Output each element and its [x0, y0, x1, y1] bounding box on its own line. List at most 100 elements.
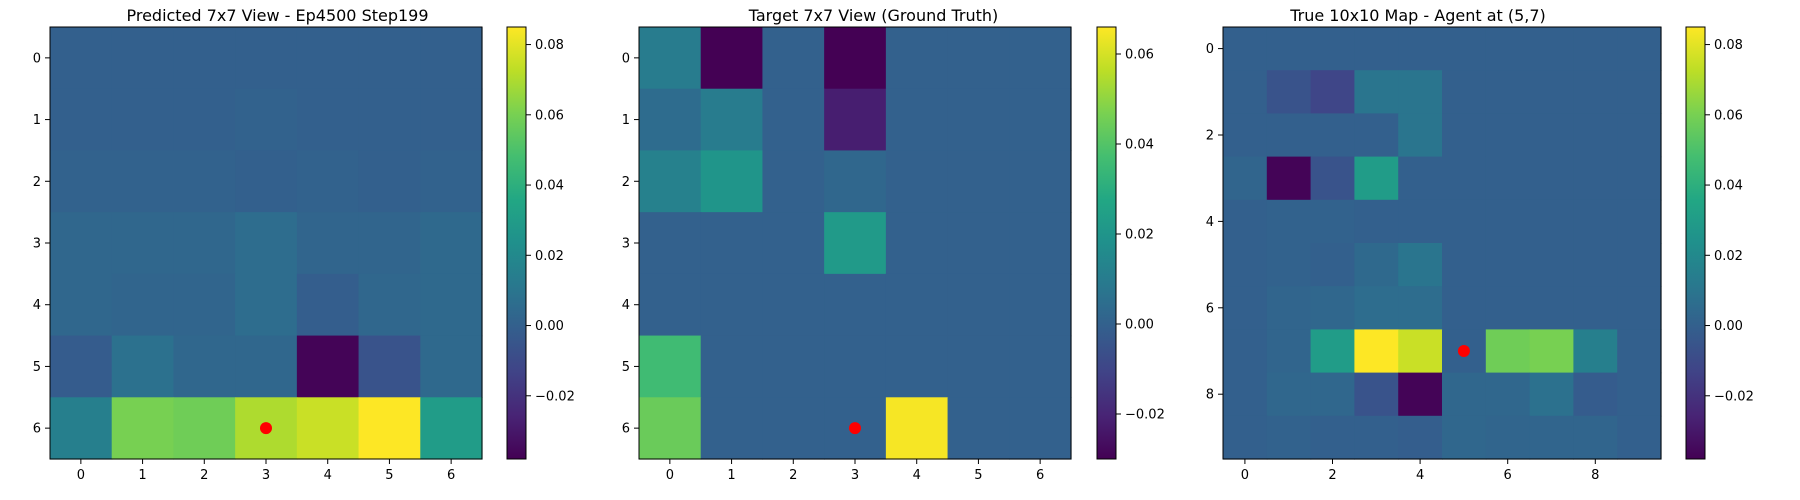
heatmap-cell-r4-c3 [824, 273, 887, 337]
colorbar-tick-label: 0.04 [535, 179, 564, 194]
heatmap-cell-r5-c2 [762, 335, 825, 398]
y-tick-label: 0 [1206, 42, 1214, 57]
heatmap-cell-r1-c2 [1310, 70, 1355, 114]
heatmap-cell-r4-c3 [235, 273, 298, 337]
heatmap-cell-r8-c0 [1223, 372, 1268, 417]
heatmap-cell-r6-c2 [762, 397, 825, 460]
heatmap-cell-r8-c3 [1354, 372, 1399, 417]
heatmap-cell-r0-c0 [50, 27, 113, 90]
heatmap-cell-r1-c3 [824, 88, 887, 152]
heatmap-cell-r2-c5 [1442, 113, 1487, 158]
heatmap-cell-r6-c3 [1354, 286, 1399, 330]
heatmap-cell-r1-c6 [1485, 70, 1531, 114]
heatmap-cell-r2-c8 [1573, 113, 1618, 158]
heatmap-cell-r1-c5 [358, 88, 421, 152]
x-tick-label: 8 [1591, 468, 1599, 483]
heatmap-cell-r6-c6 [420, 397, 483, 460]
y-tick-label: 1 [622, 113, 630, 128]
y-tick-label: 3 [622, 237, 630, 252]
panel-predicted-view: Predicted 7x7 View - Ep4500 Step199 0 1 2 3… [33, 6, 575, 483]
x-tick-label: 3 [262, 468, 270, 483]
heatmap-cell-r4-c8 [1573, 199, 1618, 244]
heatmap-cell-r5-c2 [173, 335, 236, 398]
heatmap-cell-r2-c2 [762, 150, 825, 213]
x-tick-label: 0 [1241, 468, 1249, 483]
heatmap-cell-r7-c9 [1617, 329, 1662, 374]
heatmap-cell-r4-c5 [947, 273, 1010, 337]
heatmap-cell-r0-c3 [1354, 27, 1399, 71]
heatmap-cell-r5-c5 [1442, 243, 1487, 287]
heatmap-cell-r2-c1 [111, 150, 175, 213]
heatmap-cell-r0-c0 [639, 27, 702, 90]
y-tick-label: 0 [33, 51, 41, 66]
heatmap-cell-r2-c3 [824, 150, 887, 213]
colorbar-tick-label: −0.02 [535, 389, 575, 404]
heatmap-cell-r2-c4 [885, 150, 949, 213]
heatmap-cell-r6-c1 [111, 397, 175, 460]
colorbar-tick-label: 0.02 [1714, 249, 1743, 264]
heatmap-cell-r5-c2 [1310, 243, 1355, 287]
heatmap-cell-r5-c6 [420, 335, 483, 398]
heatmap-cell-r2-c6 [1485, 113, 1531, 158]
heatmap-cell-r4-c7 [1529, 199, 1574, 244]
heatmap-cell-r9-c6 [1485, 415, 1531, 460]
heatmap-cell-r4-c4 [296, 273, 360, 337]
heatmap-cell-r7-c1 [1266, 329, 1312, 374]
heatmap-cell-r0-c5 [1442, 27, 1487, 71]
heatmap-cell-r4-c0 [639, 273, 702, 337]
heatmap-cell-r6-c9 [1617, 286, 1662, 330]
heatmap-cell-r0-c4 [885, 27, 949, 90]
colorbar-tick-label: 0.02 [535, 249, 564, 264]
heatmap-cell-r3-c3 [1354, 156, 1399, 201]
colorbar-tick-label: −0.02 [1714, 389, 1754, 404]
heatmap-cell-r5-c7 [1529, 243, 1574, 287]
heatmap-cell-r7-c2 [1310, 329, 1355, 374]
y-tick-label: 5 [33, 360, 41, 375]
y-tick-label: 2 [622, 175, 630, 190]
x-tick-label: 5 [974, 468, 982, 483]
heatmap-cell-r0-c6 [1485, 27, 1531, 71]
heatmap-cell-r4-c0 [1223, 199, 1268, 244]
heatmap-cell-r9-c3 [1354, 415, 1399, 460]
heatmap-cell-r8-c5 [1442, 372, 1487, 417]
panel-true-map: True 10x10 Map - Agent at (5,7) 0 2 4 6 8 0 2 4… [1206, 6, 1754, 483]
colorbar [1685, 26, 1706, 460]
heatmap-cell-r7-c4 [1398, 329, 1443, 374]
x-tick-label: 4 [913, 468, 921, 483]
heatmap-cell-r5-c4 [1398, 243, 1443, 287]
heatmap-cell-r5-c4 [885, 335, 949, 398]
colorbar-tick-label: 0.06 [1714, 108, 1743, 123]
y-tick-label: 4 [1206, 215, 1214, 230]
heatmap-cell-r3-c0 [50, 212, 113, 275]
heatmap-cell-r0-c4 [1398, 27, 1443, 71]
heatmap-cell-r0-c9 [1617, 27, 1662, 71]
y-tick-label: 6 [622, 422, 630, 437]
y-tick-label: 2 [1206, 129, 1214, 144]
heatmap-cell-r0-c6 [420, 27, 483, 90]
heatmap-cell-r1-c5 [1442, 70, 1487, 114]
heatmap-cell-r7-c7 [1529, 329, 1574, 374]
heatmap-cell-r0-c6 [1009, 27, 1072, 90]
heatmap-cell-r6-c2 [173, 397, 236, 460]
heatmap-cell-r0-c7 [1529, 27, 1574, 71]
heatmap-cell-r3-c0 [639, 212, 702, 275]
heatmap-cell-r3-c4 [885, 212, 949, 275]
colorbar-tick-label: −0.02 [1125, 408, 1165, 423]
colorbar-tick-label: 0.08 [1714, 38, 1743, 53]
heatmap-cell-r1-c4 [885, 88, 949, 152]
x-tick-label: 4 [324, 468, 332, 483]
heatmap-cell-r1-c3 [235, 88, 298, 152]
heatmap-cell-r6-c2 [1310, 286, 1355, 330]
heatmap-cell-r6-c4 [885, 397, 949, 460]
heatmap-cell-r3-c4 [296, 212, 360, 275]
heatmap-cell-r3-c2 [1310, 156, 1355, 201]
heatmap-cell-r1-c9 [1617, 70, 1662, 114]
heatmap-cell-r3-c2 [762, 212, 825, 275]
heatmap-cell-r4-c4 [885, 273, 949, 337]
colorbar-tick-label: 0.00 [535, 319, 564, 334]
heatmap-cell-r3-c2 [173, 212, 236, 275]
colorbar-tick-label: 0.00 [1125, 318, 1154, 333]
y-tick-label: 4 [622, 298, 630, 313]
heatmap-cell-r1-c4 [1398, 70, 1443, 114]
